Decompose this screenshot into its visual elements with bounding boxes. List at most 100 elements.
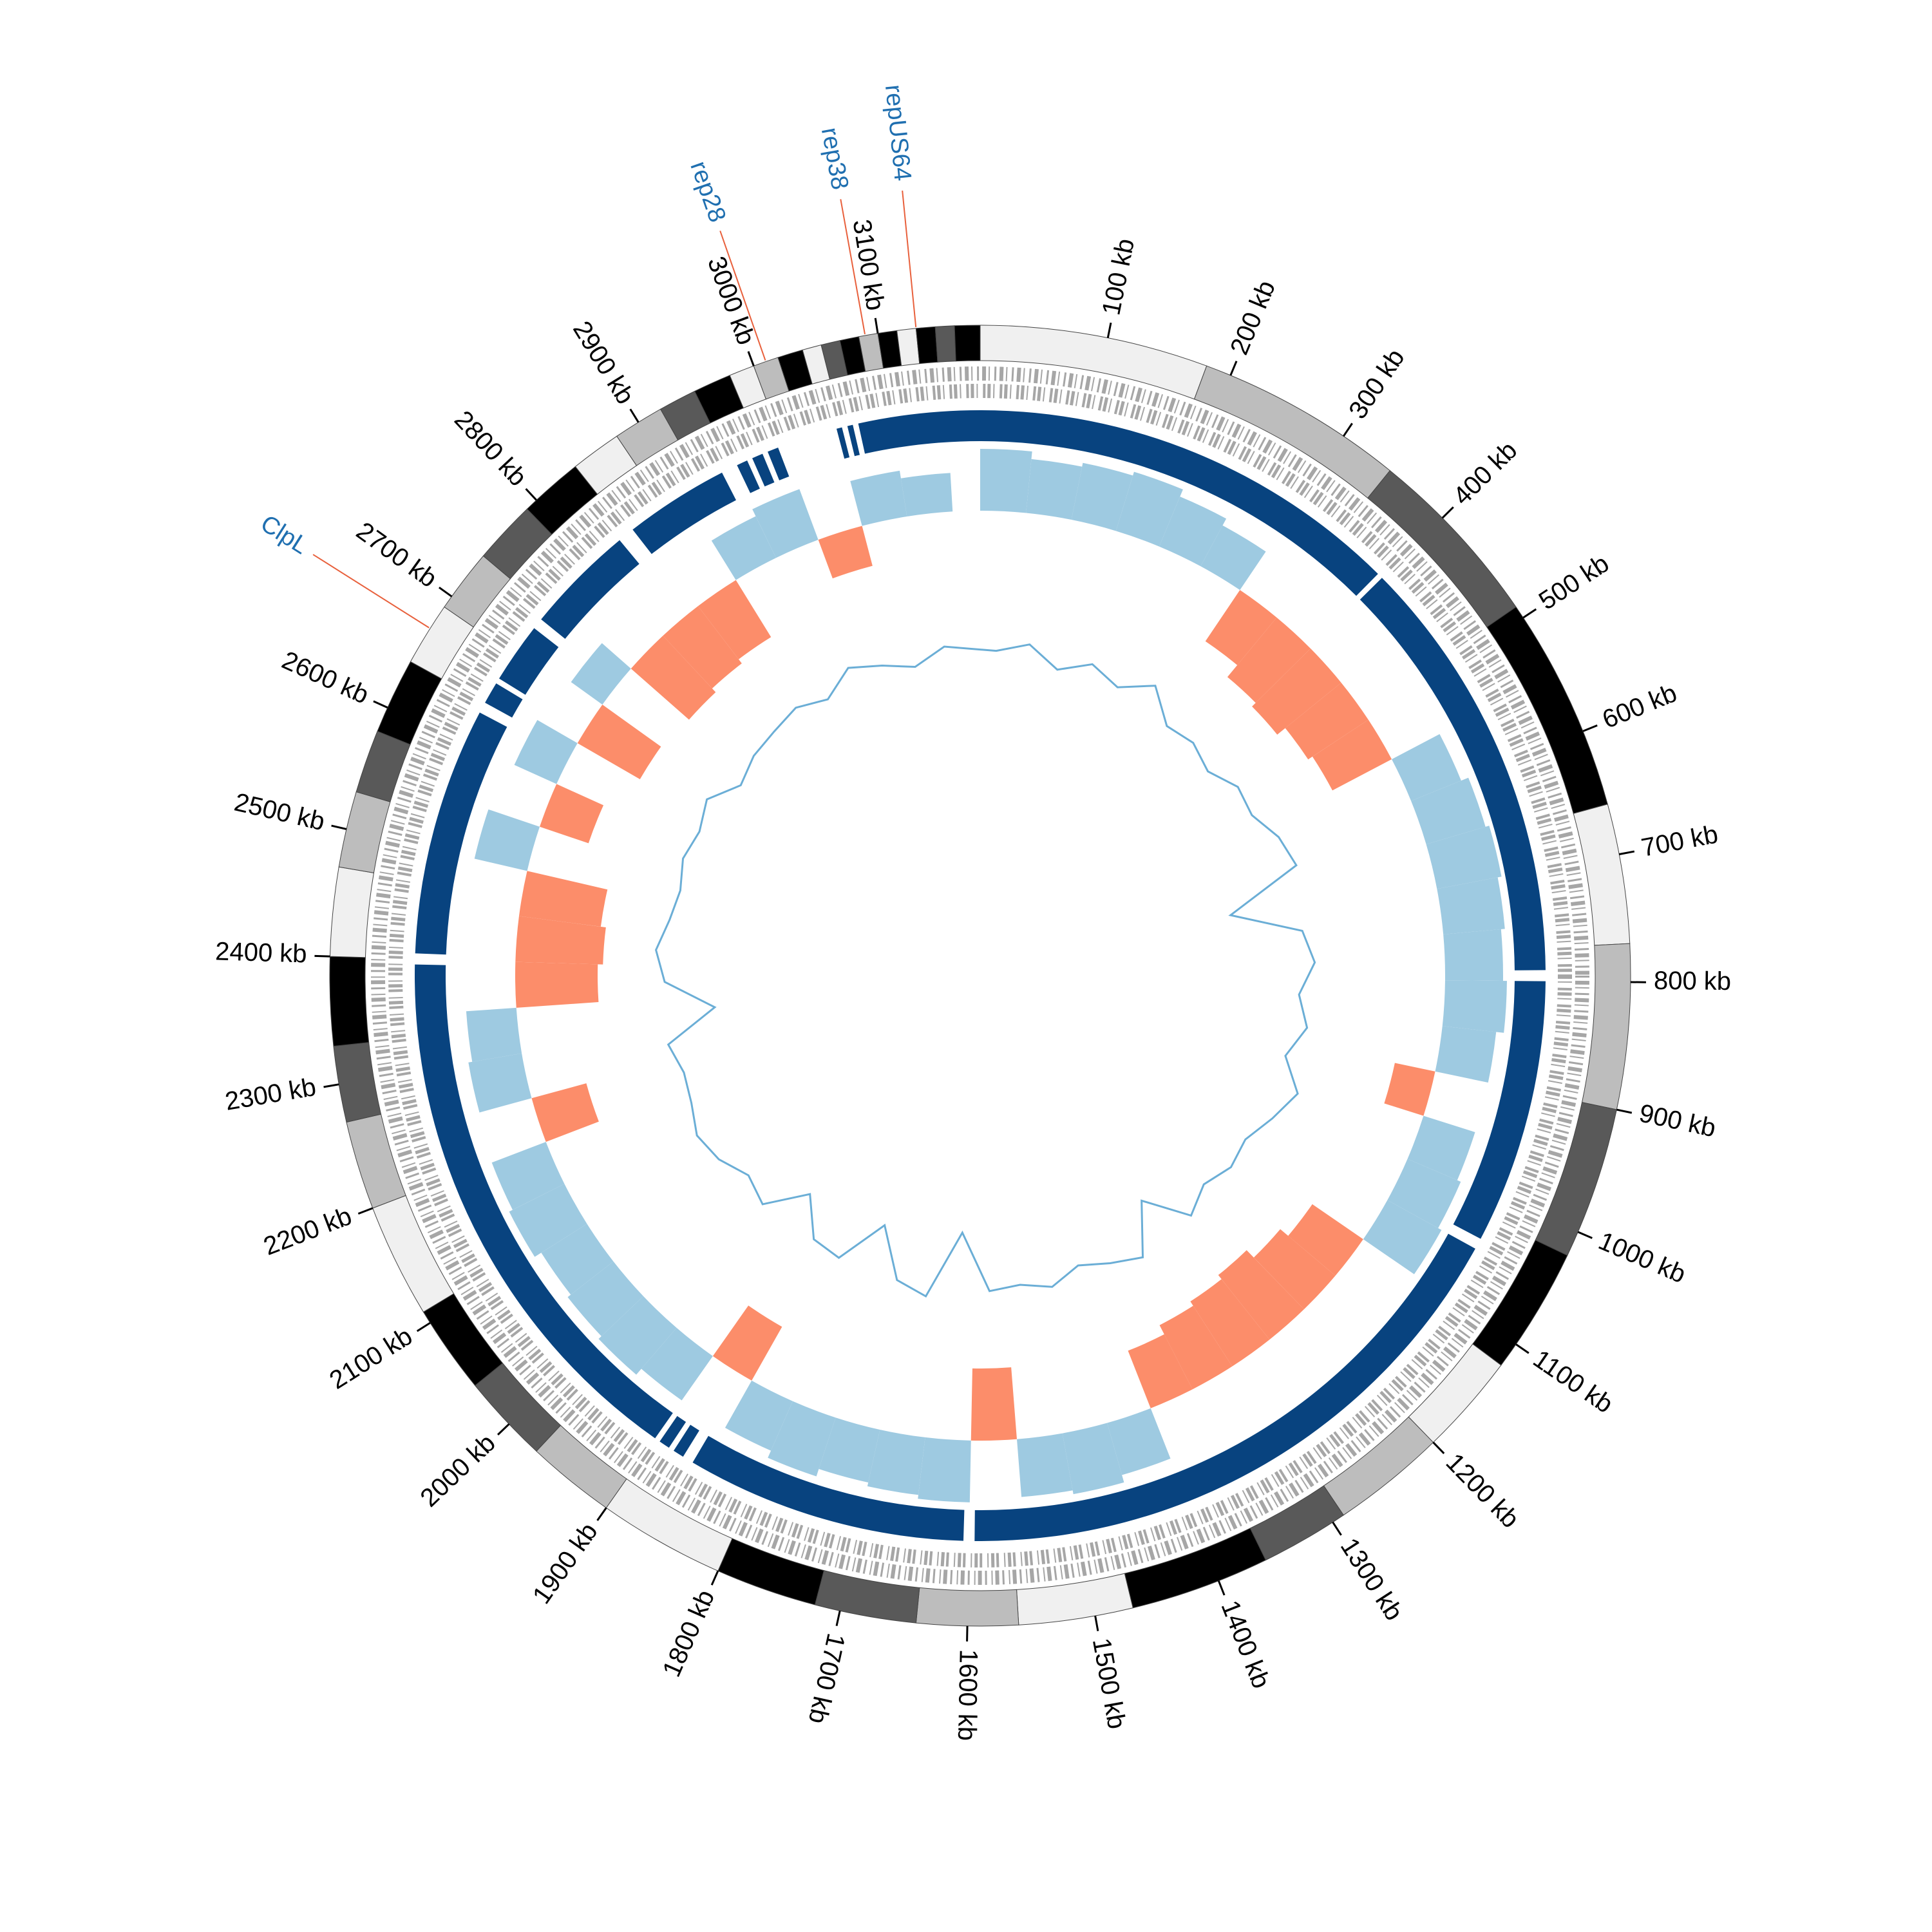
tick-label: 3100 kb (848, 218, 890, 312)
tick-label: 2600 kb (278, 646, 373, 710)
coverage-bar (971, 1367, 1018, 1441)
contig (752, 453, 775, 487)
tick-label: 2800 kb (449, 405, 532, 491)
tick-mark (1618, 850, 1635, 856)
tick-mark (1441, 506, 1454, 519)
contig (659, 1416, 687, 1448)
tick-mark (416, 1321, 431, 1332)
contig (836, 427, 850, 459)
coverage-bar (918, 1437, 971, 1502)
band (934, 325, 956, 363)
coverage-bar (567, 1261, 644, 1336)
tick-label: 1900 kb (527, 1518, 603, 1609)
coverage-bar (577, 705, 661, 779)
tick-label: 2900 kb (567, 316, 639, 409)
coverage-bar (1443, 929, 1503, 981)
tick-mark (331, 824, 347, 830)
tick-mark (497, 1423, 510, 1435)
coverage-bar (468, 1053, 532, 1113)
tick-label: 1300 kb (1335, 1533, 1408, 1625)
tick-label: 3000 kb (702, 253, 761, 349)
coverage-bar (515, 916, 606, 965)
annotation-line (840, 199, 866, 335)
contig (692, 1435, 965, 1541)
coverage-bar (712, 1305, 782, 1381)
coverage-bar (711, 516, 777, 580)
contig (974, 1233, 1475, 1541)
band (915, 1587, 1019, 1627)
contig (980, 410, 1378, 596)
coverage-bar (1190, 1279, 1270, 1367)
band (333, 1042, 382, 1123)
tick-mark (1515, 1343, 1530, 1354)
tick-mark (629, 408, 639, 423)
contig (414, 964, 673, 1439)
tick-label: 100 kb (1097, 236, 1140, 317)
tick-label: 200 kb (1225, 276, 1281, 359)
coverage-bar (1285, 683, 1368, 760)
coverage-bar (1384, 1063, 1435, 1116)
annotation-label: ClpL (256, 510, 313, 560)
tick-label: 2700 kb (351, 516, 442, 593)
tick-mark (357, 1207, 374, 1215)
tick-mark (1522, 608, 1537, 619)
coverage-bar (1128, 1334, 1193, 1408)
gc-line (654, 643, 1316, 1298)
tick-label: 500 kb (1534, 549, 1614, 616)
coverage-bar (509, 1184, 587, 1257)
annotation-label: rep28 (685, 158, 731, 226)
coverage-bar (1435, 1026, 1497, 1083)
coverage-bar (1442, 980, 1507, 1033)
coverage-bar (819, 1417, 880, 1483)
coverage-bar (1253, 1229, 1336, 1310)
coverage-bar (1205, 590, 1277, 665)
contig (415, 712, 507, 955)
coverage-bar (514, 720, 578, 784)
tick-label: 600 kb (1598, 679, 1681, 734)
coverage-bar (1411, 777, 1486, 844)
contig (737, 460, 760, 493)
tick-label: 2500 kb (232, 788, 328, 836)
coverage-bar (540, 784, 604, 844)
coverage-bar (1017, 1433, 1073, 1497)
coverage-bar (641, 1327, 713, 1401)
contig (673, 1425, 699, 1457)
coverage-bar (491, 1142, 565, 1210)
coverage-bar (663, 606, 742, 689)
coverage-bar (518, 871, 608, 927)
coverage-bar (1107, 1408, 1171, 1475)
band (915, 326, 938, 365)
contig (1453, 981, 1546, 1239)
annotation-line (312, 554, 430, 629)
coverage-bar (1218, 1250, 1304, 1340)
coverage-bar (1387, 1159, 1461, 1229)
band (329, 956, 370, 1047)
gene-track (371, 366, 1589, 1585)
coverage-bar (1115, 471, 1183, 547)
contig (847, 424, 860, 457)
coverage-bar (1312, 719, 1392, 791)
coverage-bar (598, 1296, 677, 1375)
coverage-bar (1227, 617, 1311, 703)
band (422, 1293, 504, 1387)
contig (632, 472, 736, 554)
tick-label: 2300 kb (223, 1073, 318, 1116)
coverage-bar (1159, 497, 1227, 567)
coverage-bar (1071, 462, 1133, 531)
tick-mark (835, 1610, 841, 1626)
band (1408, 1343, 1502, 1443)
gene-ring-inner (388, 384, 1572, 1567)
coverage-bar (1363, 1200, 1442, 1274)
tick-label: 2100 kb (325, 1322, 417, 1395)
contig (768, 448, 790, 480)
tick-mark (1229, 361, 1238, 376)
coverage-bar (1200, 525, 1266, 591)
coverage-bar (818, 526, 873, 579)
coverage-bar (867, 1430, 925, 1495)
coverage-bar (515, 961, 599, 1008)
tick-mark (525, 488, 538, 501)
coverage-bar (1407, 1115, 1475, 1180)
tick-label: 1100 kb (1528, 1345, 1618, 1419)
